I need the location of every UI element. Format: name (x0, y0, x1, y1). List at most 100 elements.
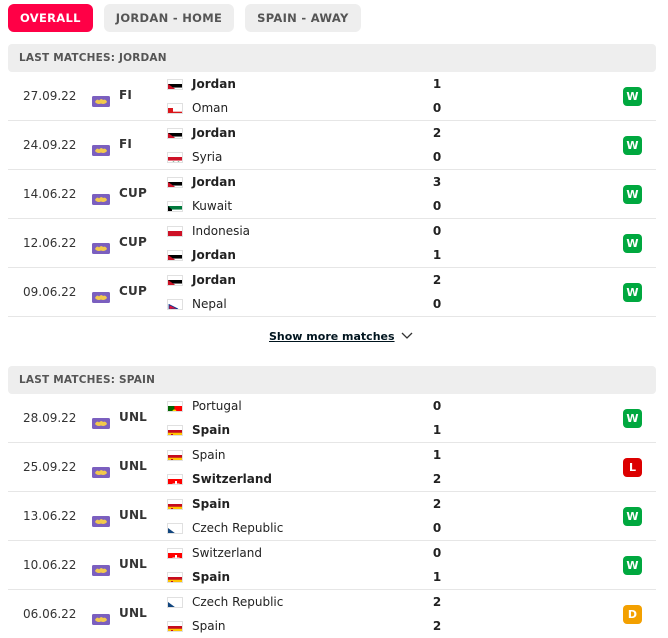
team-home-name: Switzerland (192, 546, 262, 560)
team-away-name: Czech Republic (192, 521, 284, 535)
indonesia-flag-icon (167, 226, 183, 237)
team-home-name: Spain (192, 497, 230, 511)
spain-flag-icon (167, 425, 183, 436)
spain-flag-icon (167, 572, 183, 583)
section-header-jordan: LAST MATCHES: JORDAN (8, 44, 656, 72)
score-home: 2 (432, 126, 442, 140)
czech-flag-icon (167, 523, 183, 534)
competition-label: CUP (119, 235, 147, 249)
team-away-name: Spain (192, 570, 230, 584)
nepal-flag-icon (167, 299, 183, 310)
team-home-name: Jordan (192, 77, 236, 91)
tab-spain-away[interactable]: SPAIN - AWAY (245, 4, 361, 32)
team-away-name: Nepal (192, 297, 227, 311)
result-badge: W (623, 87, 642, 106)
competition-label: FI (119, 137, 133, 151)
result-badge: W (623, 136, 642, 155)
team-away-name: Switzerland (192, 472, 272, 486)
score-away: 0 (432, 297, 442, 311)
match-date: 10.06.22 (23, 558, 77, 572)
competition-label: UNL (119, 606, 148, 620)
result-badge: W (623, 283, 642, 302)
result-badge: W (623, 234, 642, 253)
competition-icon (92, 92, 110, 107)
match-row[interactable]: 06.06.22 UNL Czech Republic Spain 2 2 D (8, 590, 656, 638)
result-badge: W (623, 556, 642, 575)
score-home: 0 (432, 399, 442, 413)
team-away-name: Jordan (192, 248, 236, 262)
competition-label: CUP (119, 284, 147, 298)
match-date: 06.06.22 (23, 607, 77, 621)
result-badge: W (623, 409, 642, 428)
team-home-name: Jordan (192, 273, 236, 287)
score-home: 1 (432, 77, 442, 91)
score-home: 0 (432, 546, 442, 560)
team-home-name: Czech Republic (192, 595, 284, 609)
match-row[interactable]: 10.06.22 UNL Switzerland Spain 0 1 W (8, 541, 656, 590)
team-away-name: Syria (192, 150, 223, 164)
match-date: 25.09.22 (23, 460, 77, 474)
score-away: 1 (432, 423, 442, 437)
show-more-matches-link[interactable]: Show more matches (269, 330, 413, 343)
match-row[interactable]: 24.09.22 FI Jordan Syria 2 0 W (8, 121, 656, 170)
team-away-name: Oman (192, 101, 229, 115)
competition-icon (92, 141, 110, 156)
score-away: 2 (432, 619, 442, 633)
match-row[interactable]: 12.06.22 CUP Indonesia Jordan 0 1 W (8, 219, 656, 268)
competition-label: UNL (119, 557, 148, 571)
match-row[interactable]: 09.06.22 CUP Jordan Nepal 2 0 W (8, 268, 656, 317)
match-row[interactable]: 27.09.22 FI Jordan Oman 1 0 W (8, 72, 656, 121)
tab-jordan-home[interactable]: JORDAN - HOME (103, 4, 235, 32)
score-away: 1 (432, 570, 442, 584)
match-date: 13.06.22 (23, 509, 77, 523)
section-header-spain: LAST MATCHES: SPAIN (8, 366, 656, 394)
result-badge: W (623, 507, 642, 526)
score-home: 1 (432, 448, 442, 462)
team-home-name: Portugal (192, 399, 242, 413)
team-home-name: Spain (192, 448, 226, 462)
team-home-name: Jordan (192, 126, 236, 140)
match-row[interactable]: 14.06.22 CUP Jordan Kuwait 3 0 W (8, 170, 656, 219)
chevron-down-icon (401, 332, 413, 339)
filter-tabs: OVERALL JORDAN - HOME SPAIN - AWAY (8, 4, 361, 32)
team-home-name: Indonesia (192, 224, 251, 238)
match-row[interactable]: 28.09.22 UNL Portugal Spain 0 1 W (8, 394, 656, 443)
jordan-flag-icon (167, 128, 183, 139)
match-row[interactable]: 13.06.22 UNL Spain Czech Republic 2 0 W (8, 492, 656, 541)
competition-icon (92, 463, 110, 478)
czech-flag-icon (167, 597, 183, 608)
portugal-flag-icon (167, 401, 183, 412)
spain-flag-icon (167, 450, 183, 461)
spain-flag-icon (167, 499, 183, 510)
competition-icon (92, 610, 110, 625)
oman-flag-icon (167, 103, 183, 114)
competition-icon (92, 190, 110, 205)
competition-icon (92, 414, 110, 429)
jordan-flag-icon (167, 275, 183, 286)
score-away: 2 (432, 472, 442, 486)
result-badge: L (623, 458, 642, 477)
team-away-name: Spain (192, 619, 226, 633)
switzerland-flag-icon (167, 474, 183, 485)
score-home: 0 (432, 224, 442, 238)
kuwait-flag-icon (167, 201, 183, 212)
team-away-name: Kuwait (192, 199, 233, 213)
competition-label: CUP (119, 186, 147, 200)
score-home: 2 (432, 595, 442, 609)
match-date: 24.09.22 (23, 138, 77, 152)
match-date: 14.06.22 (23, 187, 77, 201)
match-row[interactable]: 25.09.22 UNL Spain Switzerland 1 2 L (8, 443, 656, 492)
match-date: 09.06.22 (23, 285, 77, 299)
jordan-flag-icon (167, 79, 183, 90)
score-home: 2 (432, 497, 442, 511)
competition-label: UNL (119, 508, 148, 522)
syria-flag-icon (167, 152, 183, 163)
score-away: 0 (432, 199, 442, 213)
tab-overall[interactable]: OVERALL (8, 4, 93, 32)
jordan-flag-icon (167, 177, 183, 188)
team-away-name: Spain (192, 423, 230, 437)
match-date: 27.09.22 (23, 89, 77, 103)
score-away: 1 (432, 248, 442, 262)
spain-flag-icon (167, 621, 183, 632)
jordan-flag-icon (167, 250, 183, 261)
